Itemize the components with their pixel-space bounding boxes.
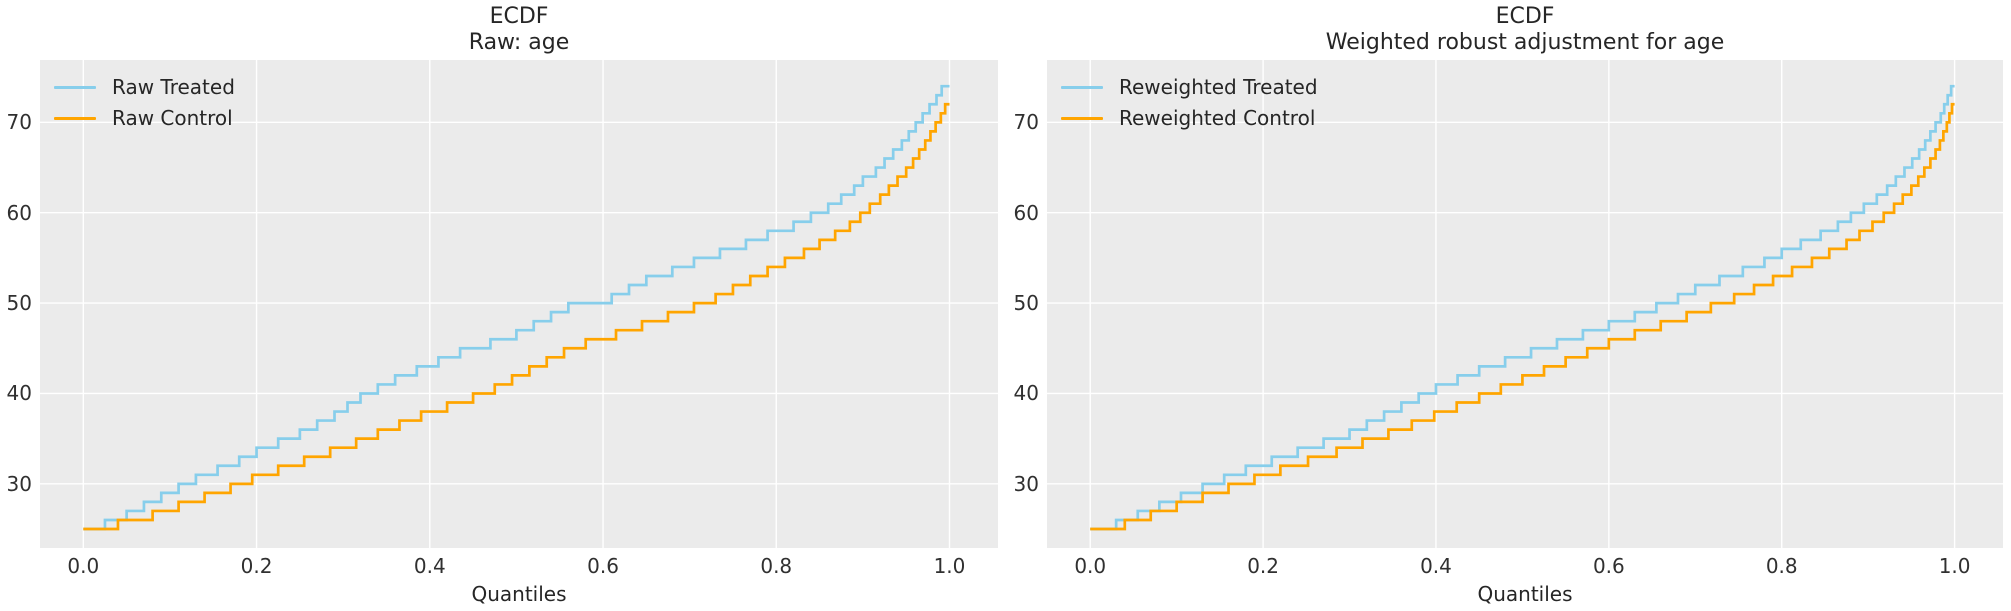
plot-title-right-line1: ECDF [1495, 4, 1555, 29]
ecdf-chart-canvas-raw [40, 60, 998, 548]
x-axis-label-right: Quantiles [1477, 582, 1573, 606]
plot-title-left: ECDF Raw: age [469, 4, 569, 56]
y-tick-label: 30 [1013, 471, 1039, 496]
ecdf-step-curve [1090, 84, 1955, 531]
ecdf-step-curve [83, 84, 950, 531]
x-tick-label: 0.0 [1074, 554, 1107, 578]
y-tick-label: 50 [6, 291, 32, 316]
x-tick-label: 0.8 [760, 554, 793, 578]
x-tick-label: 1.0 [1938, 554, 1971, 578]
legend-label-treated: Raw Treated [112, 75, 235, 99]
legend-line-sample-treated [54, 85, 96, 89]
x-tick-label: 1.0 [933, 554, 966, 578]
ecdf-step-curve [83, 102, 950, 531]
ecdf-chart-canvas-weighted [1047, 60, 2003, 548]
y-tick-label: 40 [1013, 381, 1039, 406]
legend-label-control: Raw Control [112, 106, 233, 130]
y-tick-label: 60 [6, 200, 32, 225]
y-tick-label: 60 [1013, 200, 1039, 225]
plot-title-right: ECDF Weighted robust adjustment for age [1326, 4, 1725, 56]
x-tick-label: 0.0 [67, 554, 100, 578]
legend-weighted: Reweighted Treated Reweighted Control [1061, 75, 1318, 130]
plot-area-raw: Raw Treated Raw Control [40, 60, 998, 548]
x-tick-label: 0.2 [1247, 554, 1279, 578]
y-tick-label: 30 [6, 471, 32, 496]
legend-label-control: Reweighted Control [1119, 106, 1316, 130]
plot-title-left-line2: Raw: age [468, 30, 570, 55]
plot-title-left-line1: ECDF [489, 4, 549, 29]
legend-item: Raw Control [54, 106, 235, 130]
x-tick-label: 0.6 [1592, 554, 1625, 578]
x-tick-label: 0.4 [413, 554, 446, 578]
x-tick-label: 0.4 [1420, 554, 1452, 578]
x-axis-label-left: Quantiles [471, 582, 567, 606]
legend-line-sample-control [54, 116, 96, 120]
y-tick-label: 70 [6, 110, 32, 135]
legend-raw: Raw Treated Raw Control [54, 75, 235, 130]
plot-title-right-line2: Weighted robust adjustment for age [1325, 30, 1725, 55]
ecdf-step-curve [1090, 102, 1955, 531]
legend-item: Raw Treated [54, 75, 235, 99]
y-tick-label: 40 [6, 381, 32, 406]
legend-line-sample-control [1061, 116, 1103, 120]
legend-label-treated: Reweighted Treated [1119, 75, 1318, 99]
legend-item: Reweighted Control [1061, 106, 1318, 130]
legend-item: Reweighted Treated [1061, 75, 1318, 99]
plot-area-weighted: Reweighted Treated Reweighted Control [1047, 60, 2003, 548]
legend-line-sample-treated [1061, 85, 1103, 89]
y-tick-label: 50 [1013, 291, 1039, 316]
x-tick-label: 0.8 [1765, 554, 1798, 578]
x-tick-label: 0.2 [240, 554, 273, 578]
y-tick-label: 70 [1013, 110, 1039, 135]
x-tick-label: 0.6 [587, 554, 619, 578]
